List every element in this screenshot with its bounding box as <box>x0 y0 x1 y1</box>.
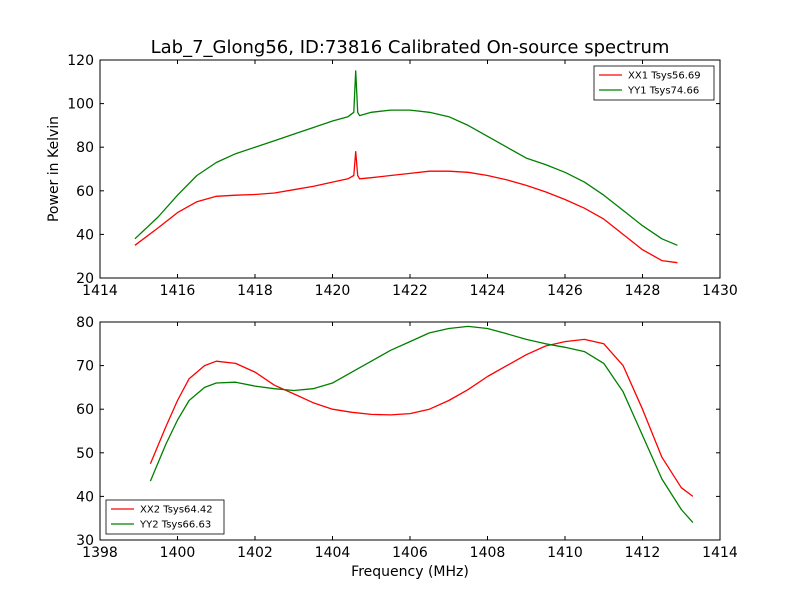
bottom-x-tick-label: 1406 <box>392 545 428 561</box>
top-series-line-yy1 <box>134 70 678 246</box>
bottom-x-tick-label: 1404 <box>315 545 351 561</box>
bottom-series-layer <box>149 325 694 524</box>
top-x-tick-label: 1418 <box>237 283 273 299</box>
bottom-series-line-yy2 <box>149 325 694 524</box>
top-series-line-xx1 <box>134 150 678 264</box>
top-legend: XX1 Tsys56.69 YY1 Tsys74.66 <box>593 65 715 101</box>
bottom-series-line-xx2 <box>149 338 694 497</box>
top-y-tick-label: 100 <box>67 97 94 113</box>
bottom-tick-layer: 1398 1400 1402 1404 1406 1408 1410 1412 1414 30 40… <box>76 315 738 561</box>
bottom-legend-label-xx2: XX2 Tsys64.42 <box>140 505 213 516</box>
top-legend-box <box>593 65 715 101</box>
top-x-tick-label: 1422 <box>392 283 428 299</box>
top-y-tick-label: 80 <box>76 140 94 156</box>
bottom-y-tick-label: 60 <box>76 402 94 418</box>
top-tick-layer: 1414 1416 1418 1420 1422 1424 1426 1428 1430 20 40… <box>67 53 738 299</box>
top-x-tick-label: 1426 <box>547 283 583 299</box>
figure-title: Lab_7_Glong56, ID:73816 Calibrated On-so… <box>151 37 670 58</box>
bottom-x-tick-label: 1412 <box>625 545 661 561</box>
top-x-tick-label: 1424 <box>470 283 506 299</box>
top-y-tick-label: 40 <box>76 227 94 243</box>
bottom-x-tick-label: 1408 <box>470 545 506 561</box>
bottom-x-tick-label: 1410 <box>547 545 583 561</box>
bottom-y-tick-label: 40 <box>76 489 94 505</box>
top-legend-label-yy1: YY1 Tsys74.66 <box>627 86 699 97</box>
top-y-tick-label: 120 <box>67 53 94 69</box>
top-panel: Power in Kelvin 1414 1416 1418 1420 1422 1424… <box>46 53 738 299</box>
top-x-tick-label: 1420 <box>315 283 351 299</box>
bottom-x-tick-label: 1400 <box>160 545 196 561</box>
top-legend-label-xx1: XX1 Tsys56.69 <box>628 71 701 82</box>
bottom-y-tick-label: 70 <box>76 359 94 375</box>
bottom-y-tick-label: 50 <box>76 446 94 462</box>
bottom-x-tick-label: 1414 <box>702 545 738 561</box>
bottom-y-tick-label: 30 <box>76 533 94 549</box>
bottom-legend: XX2 Tsys64.42 YY2 Tsys66.63 <box>105 499 225 535</box>
bottom-y-tick-label: 80 <box>76 315 94 331</box>
bottom-x-axis-label: Frequency (MHz) <box>351 564 469 580</box>
bottom-x-tick-label: 1398 <box>82 545 118 561</box>
top-y-tick-label: 20 <box>76 271 94 287</box>
bottom-legend-label-yy2: YY2 Tsys66.63 <box>139 520 211 531</box>
top-y-axis-label: Power in Kelvin <box>46 116 62 222</box>
top-x-tick-label: 1416 <box>160 283 196 299</box>
top-series-layer <box>134 70 678 264</box>
top-x-tick-label: 1430 <box>702 283 738 299</box>
top-y-tick-label: 60 <box>76 184 94 200</box>
top-x-tick-label: 1414 <box>82 283 118 299</box>
top-x-tick-label: 1428 <box>625 283 661 299</box>
bottom-x-tick-label: 1402 <box>237 545 273 561</box>
bottom-panel: Frequency (MHz) 1398 1400 1402 1404 1406 1408… <box>76 315 738 580</box>
bottom-legend-box <box>105 499 225 535</box>
